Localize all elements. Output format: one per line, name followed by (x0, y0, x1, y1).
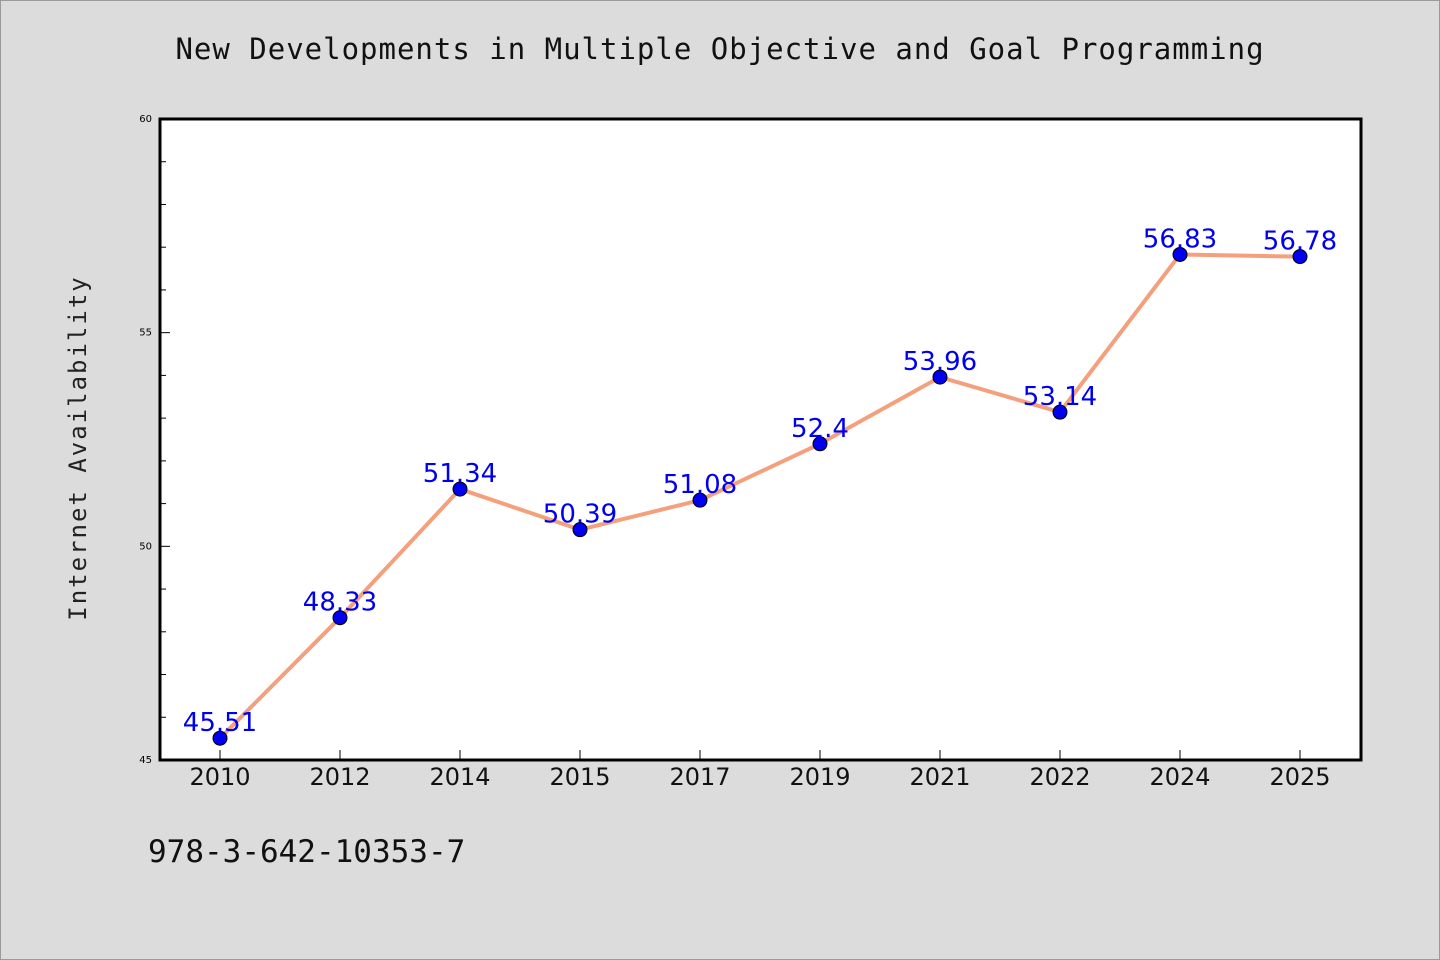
data-label: 56.78 (1263, 227, 1337, 257)
chart-title: New Developments in Multiple Objective a… (175, 32, 1265, 66)
x-axis: 2010 2012 2014 2015 2017 2019 2021 2022 2024 2025 (189, 750, 1331, 791)
data-label: 50.39 (543, 500, 617, 530)
y-tick-label: 55 (139, 328, 152, 339)
data-point (572, 522, 588, 538)
data-label: 45.51 (183, 708, 257, 738)
data-labels: 45.51 48.33 51.34 50.39 51.08 52.4 53.96 53.14 5… (183, 224, 1337, 738)
data-point (1172, 246, 1188, 262)
data-point (452, 481, 468, 497)
data-point (332, 610, 348, 626)
data-point (932, 369, 948, 385)
x-tick-label: 2025 (1269, 763, 1330, 791)
data-label: 51.34 (423, 459, 497, 489)
x-tick-label: 2015 (549, 763, 610, 791)
y-tick-label: 45 (139, 755, 152, 766)
data-point (692, 492, 708, 508)
x-tick-label: 2024 (1149, 763, 1210, 791)
x-tick-label: 2017 (669, 763, 730, 791)
series-line (218, 252, 1301, 740)
x-tick-label: 2012 (309, 763, 370, 791)
x-tick-label: 2022 (1029, 763, 1090, 791)
x-tick-label: 2014 (429, 763, 490, 791)
x-tick-label: 2010 (189, 763, 250, 791)
data-label: 53.14 (1023, 382, 1097, 412)
data-label: 51.08 (663, 470, 737, 500)
data-label: 56.83 (1143, 224, 1217, 254)
data-label: 53.96 (903, 347, 977, 377)
data-markers (212, 246, 1308, 746)
plot-area (158, 117, 1363, 762)
y-tick-label: 60 (139, 114, 152, 125)
data-point (212, 730, 228, 746)
data-point (1052, 404, 1068, 420)
y-tick-label: 50 (139, 541, 152, 552)
x-tick-label: 2019 (789, 763, 850, 791)
x-tick-label: 2021 (909, 763, 970, 791)
data-point (1292, 249, 1308, 265)
data-label: 48.33 (303, 588, 377, 618)
isbn-text: 978-3-642-10353-7 (148, 834, 466, 870)
data-label: 52.4 (791, 414, 849, 444)
data-point (812, 436, 828, 452)
y-axis: 45 50 55 60 (139, 114, 170, 766)
